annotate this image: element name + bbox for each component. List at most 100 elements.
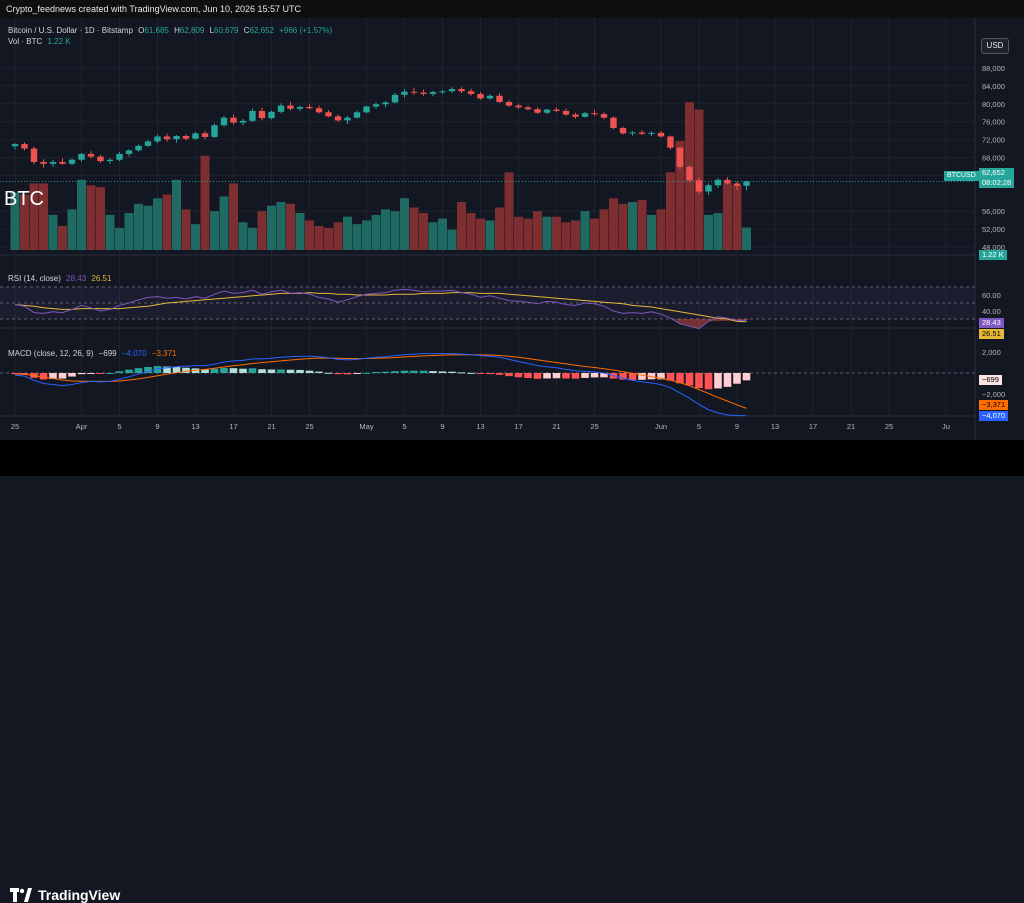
volume-bar: [257, 211, 267, 250]
macd-histogram-bar: [676, 373, 684, 384]
volume-bar: [48, 214, 58, 250]
macd-histogram-bar: [229, 368, 238, 373]
macd-histogram-bar: [704, 373, 713, 390]
macd-histogram-bar: [590, 373, 599, 378]
main-legend: Bitcoin / U.S. Dollar · 1D · Bitstamp O6…: [8, 26, 335, 35]
time-axis-label: May: [359, 422, 373, 431]
macd-axis-label: 2,000: [982, 348, 1001, 357]
volume-bar: [10, 192, 20, 250]
chart-area[interactable]: 88,00084,00080,00076,00072,00068,00064,0…: [0, 18, 1024, 440]
volume-bar: [542, 216, 552, 250]
price-chart-svg[interactable]: 88,00084,00080,00076,00072,00068,00064,0…: [0, 18, 1024, 440]
macd-histogram-bar: [49, 373, 57, 379]
candle-body: [344, 117, 351, 121]
tradingview-logo[interactable]: TradingView: [10, 887, 120, 903]
volume-bar: [352, 224, 362, 250]
macd-histogram-bar: [305, 370, 314, 373]
volume-bar: [561, 222, 571, 250]
macd-histogram-bar: [172, 367, 181, 373]
candle-body: [87, 153, 95, 157]
candle-body: [486, 95, 494, 99]
tradingview-logo-icon: [10, 888, 32, 902]
volume-bar: [552, 216, 561, 250]
low-label: L: [209, 26, 215, 35]
candle-body: [543, 109, 551, 113]
currency-button[interactable]: USD: [981, 38, 1009, 54]
volume-bar: [115, 227, 124, 250]
candle-body: [429, 92, 437, 94]
macd-histogram-bar: [505, 373, 513, 377]
volume-bar: [381, 209, 390, 250]
rsi-value: 28.43: [66, 274, 87, 283]
candle-body: [629, 132, 636, 134]
candle-body: [144, 141, 152, 146]
candle-body: [458, 89, 465, 92]
rsi-value-tag: 28.43: [979, 318, 1004, 328]
last-price-value: 62,652: [982, 168, 1005, 177]
candle-body: [135, 145, 142, 151]
volume-bar: [362, 220, 371, 250]
symbol-title: Bitcoin / U.S. Dollar · 1D · Bitstamp: [8, 26, 133, 35]
candle-body: [49, 161, 57, 164]
candle-body: [410, 91, 418, 93]
volume-bar: [143, 205, 153, 250]
macd-histogram-bar: [286, 369, 295, 373]
candle-body: [591, 113, 598, 115]
symbol-watermark: BTC: [4, 188, 44, 210]
volume-bar: [590, 218, 599, 250]
volume-bar: [153, 198, 162, 250]
candle-body: [553, 109, 560, 111]
last-price-tag: 62,652 08:02:28: [979, 168, 1015, 188]
candle-body: [600, 114, 608, 118]
volume-bar: [295, 213, 305, 250]
candle-body: [743, 181, 750, 186]
time-axis-label: 25: [305, 422, 313, 431]
volume-bar: [723, 183, 732, 250]
time-axis-label: 9: [735, 422, 739, 431]
macd-histogram-bar: [324, 372, 333, 374]
macd-histogram-bar: [448, 371, 456, 373]
macd-histogram-bar: [39, 373, 48, 380]
macd-histogram-bar: [429, 371, 437, 373]
volume-bar: [713, 213, 723, 250]
candle-body: [40, 161, 47, 164]
time-axis-label: Jun: [655, 422, 667, 431]
rsi-ma-tag: 26.51: [979, 329, 1004, 339]
candle-body: [382, 102, 389, 105]
time-axis-label: 17: [229, 422, 237, 431]
macd-histogram-bar: [533, 373, 542, 379]
macd-histogram-bar: [372, 371, 380, 373]
time-axis-label: 25: [885, 422, 893, 431]
candle-body: [572, 114, 579, 117]
macd-line: [14, 353, 747, 417]
macd-histogram-bar: [343, 373, 352, 375]
time-axis-label: 5: [697, 422, 701, 431]
volume-bar: [86, 185, 96, 250]
candle-body: [714, 179, 722, 186]
macd-histogram-bar: [210, 368, 219, 373]
volume-bar: [447, 229, 457, 250]
macd-histogram-bar: [733, 373, 741, 384]
candle-body: [638, 132, 646, 134]
time-axis-label: 25: [11, 422, 19, 431]
candle-body: [163, 136, 171, 140]
volume-bar: [495, 207, 504, 250]
time-axis-label: 21: [267, 422, 275, 431]
price-axis-label: 52,000: [982, 225, 1005, 234]
macd-signal-value: −3,371: [151, 349, 177, 358]
volume-bar: [267, 205, 276, 250]
time-axis-label: 21: [552, 422, 560, 431]
macd-histogram-bar: [486, 373, 494, 375]
chart-credit-text: Crypto_feednews created with TradingView…: [6, 4, 302, 14]
volume-bar: [666, 172, 675, 250]
volume-bar: [675, 140, 685, 250]
macd-histogram-bar: [258, 369, 266, 373]
macd-histogram-bar: [315, 371, 323, 373]
volume-bar: [276, 201, 286, 250]
candle-body: [125, 150, 133, 154]
macd-histogram-bar: [657, 373, 665, 380]
candle-body: [296, 106, 304, 109]
macd-histogram-bar: [438, 371, 447, 373]
macd-histogram-bar: [514, 373, 523, 378]
candle-body: [610, 117, 617, 128]
